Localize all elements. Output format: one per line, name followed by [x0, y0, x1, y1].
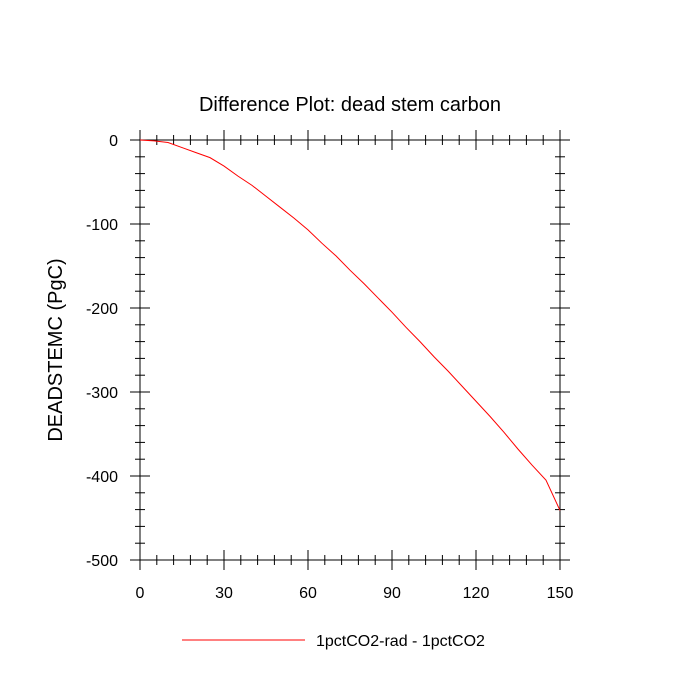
y-tick-label: -500: [86, 553, 118, 570]
y-tick-label: 0: [109, 133, 118, 150]
legend: 1pctCO2-rad - 1pctCO2: [182, 633, 485, 650]
y-tick-label: -400: [86, 469, 118, 486]
x-tick-label: 60: [299, 585, 317, 602]
legend-label: 1pctCO2-rad - 1pctCO2: [316, 633, 485, 650]
x-tick-label: 30: [215, 585, 233, 602]
x-tick-label: 90: [383, 585, 401, 602]
plot-frame: [139, 139, 561, 561]
series-lines: [139, 139, 561, 511]
chart-title: Difference Plot: dead stem carbon: [199, 94, 501, 116]
x-tick-label: 120: [463, 585, 490, 602]
ticks: [130, 130, 570, 570]
y-tick-label: -300: [86, 385, 118, 402]
x-tick-label: 0: [136, 585, 145, 602]
series-line: [139, 139, 561, 511]
y-axis-label: DEADSTEMC (PgC): [45, 258, 67, 441]
y-tick-label: -200: [86, 301, 118, 318]
y-tick-label: -100: [86, 217, 118, 234]
tick-labels: 0 30 60 90 120 150 0 -100 -200 -300 -400 -500: [86, 133, 573, 602]
x-tick-label: 150: [547, 585, 574, 602]
